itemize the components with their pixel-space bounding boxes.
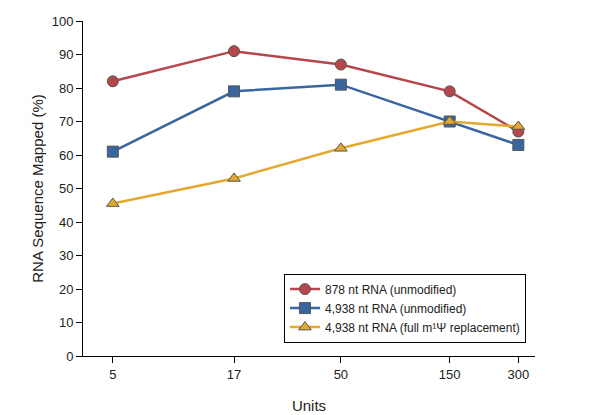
svg-text:60: 60 [59,148,73,163]
svg-text:Units: Units [292,397,326,414]
svg-text:90: 90 [59,47,73,62]
svg-text:40: 40 [59,215,73,230]
svg-text:30: 30 [59,248,73,263]
svg-text:5: 5 [109,367,116,382]
svg-text:50: 50 [59,181,73,196]
svg-text:10: 10 [59,315,73,330]
svg-text:878 nt RNA (unmodified): 878 nt RNA (unmodified) [325,283,456,297]
svg-text:4,938 nt RNA (unmodified): 4,938 nt RNA (unmodified) [325,302,466,316]
svg-text:100: 100 [52,14,74,29]
svg-text:17: 17 [227,367,241,382]
svg-text:50: 50 [334,367,348,382]
svg-text:150: 150 [439,367,461,382]
svg-text:RNA Sequence Mapped (%): RNA Sequence Mapped (%) [29,94,46,282]
svg-text:80: 80 [59,81,73,96]
svg-text:0: 0 [66,349,73,364]
svg-text:20: 20 [59,282,73,297]
svg-text:70: 70 [59,114,73,129]
svg-text:300: 300 [507,367,529,382]
svg-text:4,938 nt RNA (full m¹Ψ replace: 4,938 nt RNA (full m¹Ψ replacement) [325,321,520,335]
